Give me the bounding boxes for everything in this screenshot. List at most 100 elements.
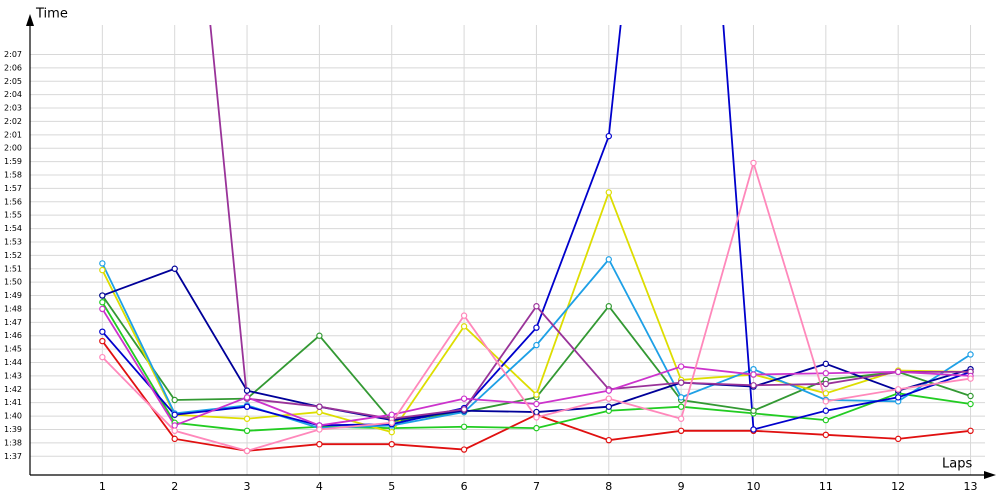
data-point (171, 411, 178, 418)
data-point (967, 351, 974, 358)
data-point (171, 427, 178, 435)
y-tick-label: 2:03 (4, 104, 22, 113)
data-point (99, 292, 106, 299)
y-tick-label: 1:47 (4, 318, 22, 327)
y-tick-label: 1:45 (4, 345, 22, 354)
x-tick-label: 9 (678, 480, 685, 493)
data-point (243, 427, 251, 435)
data-point (677, 394, 685, 401)
y-tick-label: 1:58 (4, 171, 22, 180)
y-tick-label: 1:41 (4, 398, 22, 407)
x-tick-label: 4 (316, 480, 323, 493)
data-point (750, 382, 757, 389)
data-point (677, 415, 685, 422)
data-point (533, 400, 540, 408)
data-point (750, 365, 757, 373)
data-point (243, 403, 251, 410)
data-point (605, 436, 612, 444)
y-tick-label: 2:06 (4, 63, 22, 72)
data-point (99, 305, 106, 313)
y-tick-label: 1:44 (4, 358, 22, 367)
data-point (243, 394, 251, 401)
y-tick-label: 1:39 (4, 425, 22, 434)
data-point (533, 303, 540, 310)
y-tick-label: 1:51 (4, 264, 22, 273)
data-point (243, 387, 251, 394)
data-point (533, 414, 540, 421)
data-point (967, 400, 974, 408)
data-point (894, 435, 902, 443)
data-point (605, 403, 612, 410)
y-arrow (26, 14, 34, 26)
y-tick-label: 1:55 (4, 211, 22, 220)
labels: 1:37 1:38 1:39 1:40 1:41 1:42 1:43 1:44 1:45 1:46… (4, 50, 977, 493)
y-tick-label: 1:54 (4, 224, 22, 233)
x-tick-label: 5 (388, 480, 395, 493)
data-point (171, 435, 178, 443)
x-tick-label: 6 (461, 480, 468, 493)
data-point (460, 423, 468, 430)
data-point (822, 380, 830, 388)
data-point (605, 303, 612, 310)
data-point (99, 337, 106, 345)
data-point (99, 328, 106, 335)
data-point (750, 159, 757, 167)
data-point (460, 406, 468, 413)
data-point (822, 360, 830, 368)
y-tick-label: 1:57 (4, 184, 22, 193)
data-point (533, 424, 540, 432)
data-point (533, 408, 540, 416)
data-point (316, 408, 323, 416)
y-tick-label: 1:43 (4, 371, 22, 380)
data-point (171, 396, 178, 404)
data-point (967, 427, 974, 435)
y-tick-label: 2:04 (4, 90, 22, 99)
data-point (171, 422, 178, 429)
data-point (605, 132, 612, 140)
data-point (677, 403, 685, 410)
data-point (99, 299, 106, 306)
data-point (605, 395, 612, 402)
data-point (533, 341, 540, 349)
data-point (460, 312, 468, 319)
y-tick-label: 1:48 (4, 304, 22, 313)
data-point (822, 398, 830, 405)
data-point (894, 394, 902, 401)
data-point (243, 447, 251, 455)
plot (99, 25, 974, 455)
x-tick-label: 3 (244, 480, 251, 493)
y-tick-label: 2:01 (4, 130, 22, 139)
y-tick-label: 1:52 (4, 251, 22, 260)
x-arrow (984, 471, 996, 479)
y-tick-label: 2:02 (4, 117, 22, 126)
data-point (822, 407, 830, 414)
data-point (388, 428, 395, 436)
data-point (171, 265, 178, 272)
data-point (894, 368, 902, 376)
series-line (209, 25, 971, 420)
x-tick-label: 2 (171, 480, 178, 493)
data-point (99, 353, 106, 361)
y-tick-label: 1:53 (4, 237, 22, 246)
data-point (243, 415, 251, 422)
data-point (677, 427, 685, 435)
data-point (99, 260, 106, 267)
data-point (677, 363, 685, 370)
y-tick-label: 1:37 (4, 452, 22, 461)
data-point (99, 266, 106, 274)
data-point (894, 386, 902, 393)
data-point (460, 446, 468, 453)
data-point (316, 403, 323, 410)
data-point (316, 332, 323, 339)
x-tick-label: 7 (533, 480, 540, 493)
y-tick-label: 1:46 (4, 331, 22, 340)
x-tick-label: 13 (964, 480, 978, 493)
data-point (822, 431, 830, 439)
data-point (750, 426, 757, 433)
data-point (967, 392, 974, 400)
data-point (388, 411, 395, 418)
data-point (460, 323, 468, 330)
data-point (605, 189, 612, 196)
x-tick-label: 1 (99, 480, 106, 493)
y-tick-label: 2:07 (4, 50, 22, 59)
